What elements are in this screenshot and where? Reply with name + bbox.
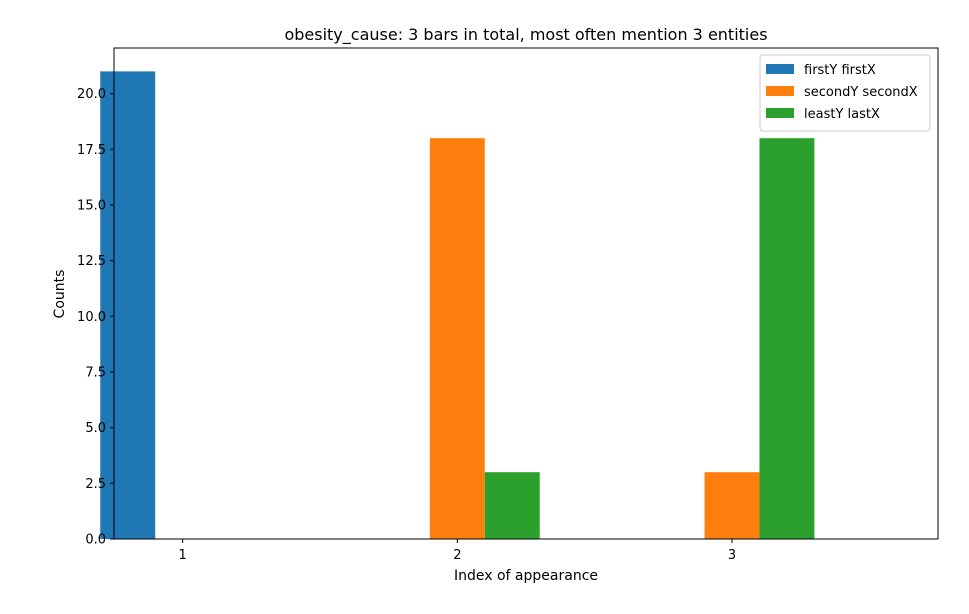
x-axis-ticks: 1 2 3 — [179, 539, 736, 563]
legend-label: leastY lastX — [804, 107, 880, 122]
plot-frame — [113, 47, 939, 540]
bar-3-cat-2 — [484, 472, 540, 539]
y-axis-label: Counts — [52, 270, 68, 319]
y-tick-label: 0.0 — [85, 533, 106, 548]
legend-swatch — [766, 86, 794, 96]
y-tick-label: 15.0 — [77, 198, 106, 213]
y-tick-label: 20.0 — [77, 87, 106, 102]
y-tick-label: 5.0 — [85, 421, 106, 436]
y-tick-label: 10.0 — [77, 310, 106, 325]
x-tick-label: 3 — [728, 548, 736, 563]
bar-2-cat-3 — [704, 472, 760, 539]
legend: firstY firstX secondY secondX leastY lastX — [759, 54, 931, 132]
x-tick-label: 2 — [453, 548, 461, 563]
chart-title: obesity_cause: 3 bars in total, most oft… — [284, 25, 767, 45]
legend-swatch — [766, 64, 794, 74]
y-tick-label: 7.5 — [85, 365, 106, 380]
y-axis-ticks: 0.0 2.5 5.0 7.5 10.0 12.5 15.0 17.5 20.0 — [77, 87, 114, 548]
x-tick-label: 1 — [179, 548, 187, 563]
legend-swatch — [766, 108, 794, 118]
legend-label: secondY secondX — [804, 85, 918, 100]
y-tick-label: 2.5 — [85, 477, 106, 492]
bar-3-cat-3 — [759, 138, 815, 540]
x-axis-label: Index of appearance — [454, 568, 598, 584]
legend-box — [759, 54, 931, 132]
y-tick-label: 17.5 — [77, 143, 106, 158]
y-tick-label: 12.5 — [77, 254, 106, 269]
legend-label: firstY firstX — [804, 63, 876, 78]
bars-group — [100, 71, 815, 540]
bar-1-cat-1 — [100, 71, 156, 539]
bar-2-cat-2 — [429, 138, 485, 540]
